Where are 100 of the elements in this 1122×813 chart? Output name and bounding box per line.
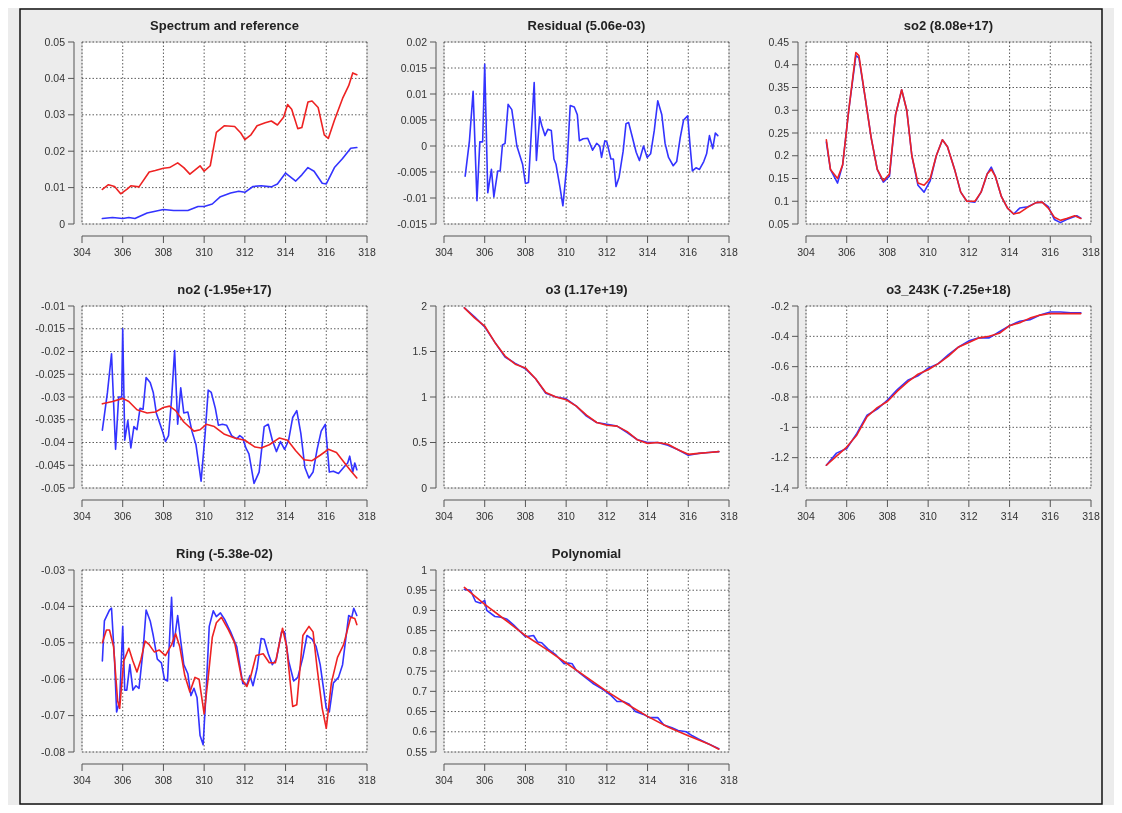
y-tick-label: 0.75	[406, 664, 428, 677]
y-tick-label: -0.005	[397, 165, 428, 178]
x-tick-label: 314	[638, 510, 657, 522]
y-tick-label: 1	[421, 563, 428, 576]
y-tick-label: -1.2	[770, 451, 790, 464]
chart-title: Polynomial	[551, 546, 622, 561]
x-tick-label: 308	[154, 774, 173, 786]
y-tick-label: 0.05	[768, 217, 790, 230]
x-tick-label: 312	[598, 510, 616, 522]
x-tick-label: 306	[113, 510, 132, 522]
y-tick-label: -0.05	[41, 481, 66, 494]
x-tick-label: 306	[475, 246, 494, 258]
y-tick-label: -0.05	[41, 636, 66, 649]
x-tick-label: 310	[195, 246, 214, 258]
y-tick-label: 0.03	[44, 108, 66, 121]
x-tick-label: 304	[797, 510, 815, 522]
x-tick-label: 304	[435, 510, 453, 522]
x-tick-label: 316	[317, 246, 336, 258]
x-tick-label: 318	[1082, 510, 1100, 522]
y-tick-label: -0.04	[41, 600, 66, 613]
y-tick-label: 0.005	[400, 113, 428, 126]
chart-title: so2 (8.08e+17)	[903, 18, 994, 33]
y-tick-label: 0.8	[412, 644, 428, 657]
x-tick-label: 306	[837, 246, 856, 258]
chart-title: Spectrum and reference	[150, 18, 299, 33]
y-tick-label: -0.015	[35, 322, 66, 335]
x-tick-label: 314	[1000, 246, 1019, 258]
x-tick-label: 306	[475, 774, 494, 786]
x-tick-label: 306	[113, 774, 132, 786]
y-tick-label: -0.045	[35, 458, 66, 471]
x-tick-label: 312	[960, 246, 978, 258]
x-tick-label: 318	[358, 246, 376, 258]
x-tick-label: 314	[1000, 510, 1019, 522]
x-tick-label: 308	[154, 510, 173, 522]
x-tick-label: 314	[276, 510, 295, 522]
y-tick-label: 0.05	[44, 35, 66, 48]
y-tick-label: 0.2	[774, 149, 790, 162]
x-tick-label: 316	[679, 510, 698, 522]
y-tick-label: 0.02	[44, 144, 66, 157]
y-tick-label: 0.6	[412, 725, 428, 738]
x-tick-label: 310	[557, 246, 576, 258]
y-tick-label: 0.5	[412, 436, 428, 449]
x-tick-label: 312	[960, 510, 978, 522]
y-tick-label: 0.1	[774, 194, 790, 207]
x-tick-label: 310	[919, 246, 938, 258]
x-tick-label: 316	[317, 774, 336, 786]
y-tick-label: -0.2	[770, 299, 790, 312]
x-tick-label: 304	[435, 774, 453, 786]
x-tick-label: 304	[73, 510, 91, 522]
x-tick-label: 318	[358, 510, 376, 522]
chart-title: no2 (-1.95e+17)	[177, 282, 272, 297]
y-tick-label: 0.25	[768, 126, 790, 139]
y-tick-label: -0.4	[770, 330, 790, 343]
x-tick-label: 312	[598, 246, 616, 258]
x-tick-label: 310	[195, 510, 214, 522]
x-tick-label: 310	[919, 510, 938, 522]
y-tick-label: -1.4	[770, 481, 790, 494]
y-tick-label: 0.01	[44, 181, 66, 194]
x-tick-label: 314	[638, 774, 657, 786]
y-tick-label: 1	[421, 390, 428, 403]
chart-title: o3 (1.17e+19)	[545, 282, 628, 297]
y-tick-label: 0.3	[774, 103, 790, 116]
y-tick-label: -0.03	[41, 563, 66, 576]
y-tick-label: -0.025	[35, 367, 66, 380]
y-tick-label: 0.55	[406, 745, 428, 758]
y-tick-label: -0.01	[41, 299, 66, 312]
y-tick-label: -0.035	[35, 413, 66, 426]
y-tick-label: -0.6	[770, 360, 790, 373]
y-tick-label: 0	[421, 139, 428, 152]
x-tick-label: 312	[236, 510, 254, 522]
y-tick-label: 0.01	[406, 87, 428, 100]
y-tick-label: -0.015	[397, 217, 428, 230]
x-tick-label: 308	[878, 246, 897, 258]
y-tick-label: -0.8	[770, 390, 790, 403]
x-tick-label: 308	[154, 246, 173, 258]
y-tick-label: -0.08	[41, 745, 66, 758]
y-tick-label: 0.4	[774, 58, 790, 71]
x-tick-label: 308	[878, 510, 897, 522]
x-tick-label: 316	[1041, 510, 1060, 522]
y-tick-label: -0.02	[41, 345, 66, 358]
chart-title: o3_243K (-7.25e+18)	[886, 282, 1011, 297]
x-tick-label: 306	[113, 246, 132, 258]
y-tick-label: -0.04	[41, 436, 66, 449]
x-tick-label: 318	[720, 246, 738, 258]
y-tick-label: 0.04	[44, 72, 66, 85]
y-tick-label: -0.06	[41, 672, 66, 685]
y-tick-label: 0.9	[412, 604, 428, 617]
y-tick-label: 0.7	[412, 685, 428, 698]
x-tick-label: 318	[1082, 246, 1100, 258]
chart-title: Residual (5.06e-03)	[527, 18, 646, 33]
x-tick-label: 312	[598, 774, 616, 786]
x-tick-label: 314	[276, 774, 295, 786]
x-tick-label: 316	[679, 774, 698, 786]
x-tick-label: 310	[557, 510, 576, 522]
x-tick-label: 304	[435, 246, 453, 258]
chart-title: Ring (-5.38e-02)	[176, 546, 273, 561]
x-tick-label: 306	[837, 510, 856, 522]
x-tick-label: 316	[1041, 246, 1060, 258]
y-tick-label: 0.65	[406, 705, 428, 718]
y-tick-label: -0.03	[41, 390, 66, 403]
